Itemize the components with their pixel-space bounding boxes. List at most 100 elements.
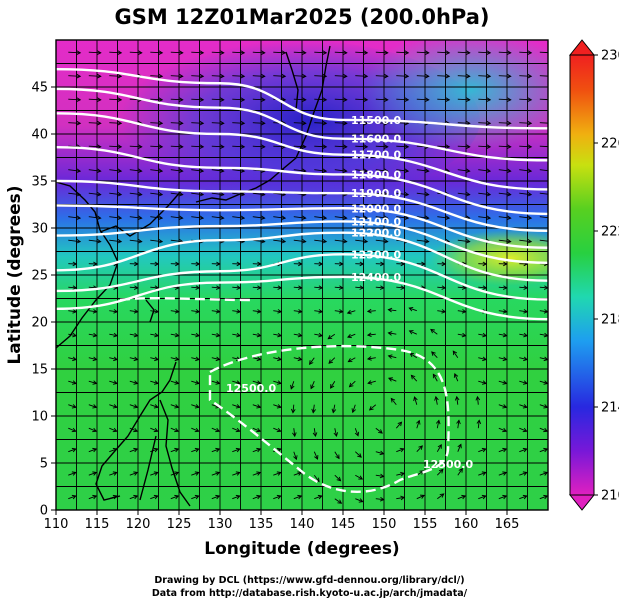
wind-vector-head [260, 97, 266, 102]
wind-vector [314, 216, 327, 219]
wind-vector [150, 495, 158, 500]
wind-vector [347, 333, 356, 338]
wind-vector [293, 472, 302, 476]
wind-vector [88, 286, 97, 289]
wind-vector-head [400, 261, 406, 267]
wind-vector-head [404, 144, 410, 149]
wind-vector-head [461, 494, 467, 500]
wind-vector-head [117, 168, 123, 174]
wind-vector [211, 51, 224, 54]
wind-vector [355, 122, 368, 124]
colorbar-min-arrow [568, 494, 596, 511]
wind-vector-head [117, 144, 123, 149]
wind-vector-head [383, 215, 389, 221]
wind-vector-head [366, 332, 372, 338]
contour-label: 11900.0 [351, 187, 401, 200]
wind-vector [252, 472, 261, 476]
wind-vector [327, 333, 336, 340]
wind-vector [293, 286, 302, 289]
wind-vector-head [219, 73, 225, 79]
wind-vector [375, 216, 388, 219]
x-axis-label: Longitude (degrees) [204, 539, 399, 559]
wind-vector [191, 357, 200, 361]
wind-vector-head [240, 50, 246, 55]
wind-vector-head [502, 332, 508, 338]
wind-vector [232, 51, 245, 54]
wind-vector [457, 75, 470, 77]
wind-vector-head [441, 285, 447, 290]
wind-vector [409, 307, 417, 312]
wind-vector [68, 239, 81, 243]
wind-vector-head [522, 494, 528, 500]
wind-vector [273, 472, 281, 476]
wind-vector [170, 145, 183, 148]
wind-vector [293, 145, 306, 148]
wind-vector [375, 286, 384, 289]
wind-vector-head [256, 285, 262, 290]
wind-vector [88, 98, 101, 101]
wind-vector [539, 310, 548, 313]
wind-vector [150, 448, 158, 453]
wind-vector-head [527, 191, 533, 197]
wind-vector-head [154, 356, 159, 362]
wind-vector [150, 427, 158, 432]
wind-vector-head [301, 120, 307, 126]
wind-vector [375, 498, 384, 501]
wind-vector-head [133, 380, 139, 385]
contour-line [56, 67, 548, 130]
wind-vector-head [465, 73, 471, 79]
wind-vector [478, 380, 487, 384]
wind-vector [437, 216, 450, 219]
wind-vector-head [134, 261, 139, 267]
wind-vector-head [502, 380, 508, 385]
wind-vector-head [194, 380, 200, 385]
wind-vector-head [482, 285, 488, 290]
wind-vector [293, 51, 306, 54]
wind-vector-head [153, 447, 159, 453]
wind-vector [498, 448, 507, 453]
wind-vector-head [276, 494, 282, 500]
wind-vector-head [199, 97, 205, 102]
wind-vector [150, 357, 159, 361]
wind-vector-head [260, 238, 266, 244]
wind-vector-head [219, 144, 225, 149]
wind-vector-head [404, 50, 410, 55]
wind-vector-head [158, 97, 164, 102]
wind-vector [211, 472, 220, 476]
wind-vector [109, 216, 122, 219]
wind-vector-head [174, 356, 180, 362]
wind-vector-head [331, 408, 337, 414]
wind-vector [109, 51, 122, 54]
wind-vector [457, 444, 462, 452]
wind-vector-head [219, 97, 225, 102]
wind-vector-head [215, 471, 221, 476]
wind-vector [129, 286, 138, 289]
wind-vector [396, 216, 409, 219]
wind-vector-head [195, 332, 201, 338]
wind-vector [477, 396, 479, 405]
wind-vector-head [342, 73, 348, 79]
wind-vector [367, 380, 376, 384]
wind-vector [367, 357, 376, 360]
wind-vector-head [311, 408, 316, 414]
wind-vector-head [383, 144, 389, 149]
wind-vector-head [235, 494, 241, 500]
wind-vector [539, 380, 548, 384]
wind-vector [191, 448, 199, 453]
wind-vector-head [153, 471, 159, 476]
wind-vector [252, 122, 265, 124]
wind-vector [519, 472, 527, 476]
wind-vector-head [486, 50, 492, 55]
wind-vector-head [506, 50, 512, 55]
wind-vector-head [486, 120, 492, 126]
wind-vector-head [482, 261, 488, 267]
wind-vector [369, 404, 377, 411]
wind-vector [211, 98, 224, 101]
wind-vector-head [363, 50, 369, 55]
wind-vector-head [71, 494, 77, 500]
wind-vector-head [347, 333, 352, 339]
wind-vector-head [174, 447, 180, 453]
wind-vector [416, 216, 429, 219]
wind-vector-head [330, 384, 335, 389]
wind-vector [539, 51, 548, 54]
